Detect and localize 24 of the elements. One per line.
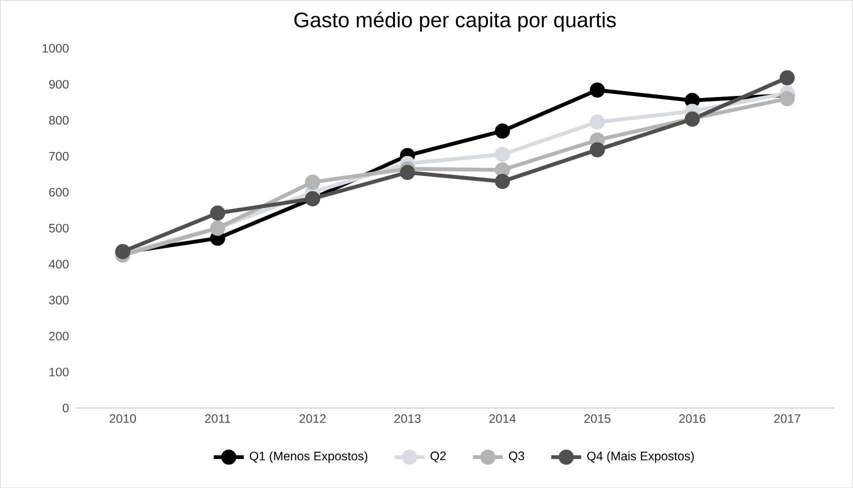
legend-label: Q1 (Menos Expostos) (250, 451, 368, 463)
x-tick-label: 2012 (300, 414, 326, 423)
legend-label: Q4 (Mais Expostos) (587, 451, 694, 463)
y-tick-label: 700 (49, 152, 69, 160)
x-tick-label: 2017 (774, 414, 800, 423)
chart-title: Gasto médio per capita por quartis (294, 12, 616, 32)
x-tick-label: 2010 (110, 414, 136, 423)
y-tick-label: 100 (50, 368, 69, 376)
y-tick-label: 500 (49, 224, 69, 232)
y-tick-label: 1000 (42, 44, 69, 53)
y-tick-label: 0 (62, 404, 69, 412)
y-tick-label: 600 (49, 188, 69, 196)
legend-label: Q3 (508, 451, 524, 462)
legend-label: Q2 (430, 451, 446, 462)
x-tick-label: 2015 (584, 414, 610, 423)
y-tick-label: 800 (49, 116, 69, 124)
x-tick-label: 2011 (205, 414, 230, 423)
x-tick-label: 2014 (489, 414, 516, 423)
y-tick-label: 400 (48, 260, 69, 268)
x-tick-label: 2013 (394, 414, 421, 423)
x-tick-label: 2016 (679, 414, 706, 423)
y-tick-label: 900 (49, 80, 69, 88)
y-tick-label: 300 (49, 296, 69, 304)
y-tick-label: 200 (49, 332, 69, 340)
